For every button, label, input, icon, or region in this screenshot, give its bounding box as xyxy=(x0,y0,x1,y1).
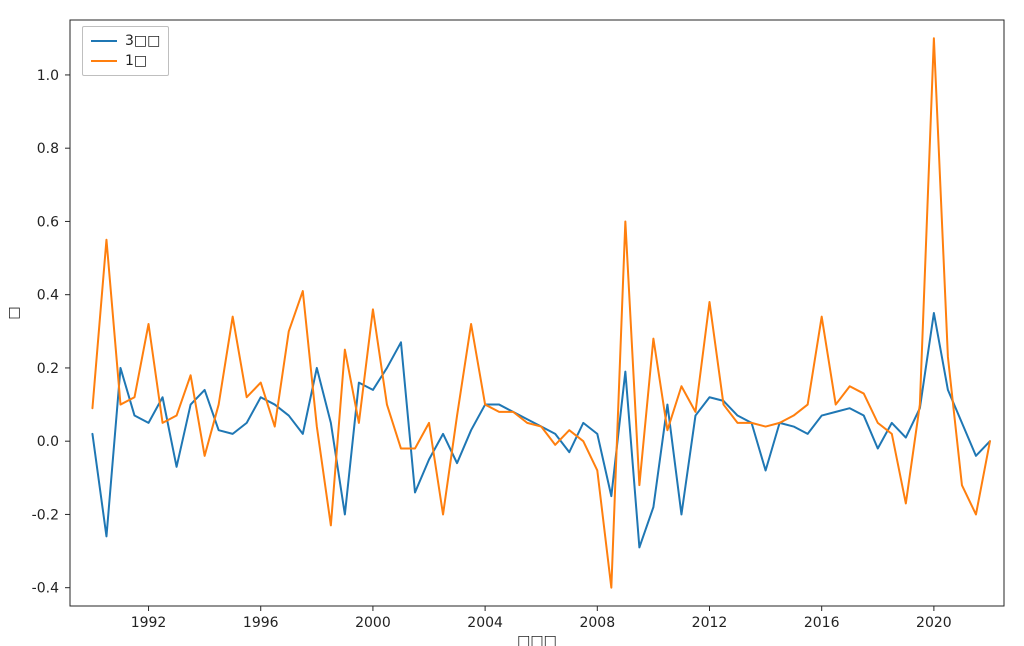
x-tick-label: 2012 xyxy=(692,615,728,631)
chart-bg xyxy=(0,0,1024,646)
chart-svg: 1992 1996 2000 2004 2008 2012 2016 2020 □□□ -0.4 -… xyxy=(0,0,1024,646)
legend-swatch xyxy=(91,40,117,42)
y-tick-label: 0.0 xyxy=(37,434,59,450)
legend-swatch xyxy=(91,60,117,62)
y-tick-label: 1.0 xyxy=(37,68,59,84)
legend: 3□□1□ xyxy=(82,26,169,76)
x-tick-label: 2008 xyxy=(579,615,615,631)
y-tick-label: 0.6 xyxy=(37,214,59,230)
x-tick-label: 1996 xyxy=(243,615,279,631)
legend-label: 1□ xyxy=(125,53,147,69)
x-tick-label: 2020 xyxy=(916,615,952,631)
legend-item-series-2: 1□ xyxy=(91,51,160,71)
line-chart: 1992 1996 2000 2004 2008 2012 2016 2020 □□□ -0.4 -… xyxy=(0,0,1024,646)
x-tick-label: 2004 xyxy=(467,615,503,631)
y-tick-label: 0.4 xyxy=(37,288,59,304)
x-axis-label: □□□ xyxy=(517,633,557,646)
legend-item-series-1: 3□□ xyxy=(91,31,160,51)
y-tick-label: -0.2 xyxy=(32,507,59,523)
x-tick-label: 2000 xyxy=(355,615,391,631)
x-tick-label: 2016 xyxy=(804,615,840,631)
y-tick-label: -0.4 xyxy=(32,581,59,597)
y-tick-label: 0.8 xyxy=(37,141,59,157)
legend-label: 3□□ xyxy=(125,33,160,49)
y-axis-label: □ xyxy=(6,306,22,319)
x-tick-label: 1992 xyxy=(131,615,167,631)
y-tick-label: 0.2 xyxy=(37,361,59,377)
